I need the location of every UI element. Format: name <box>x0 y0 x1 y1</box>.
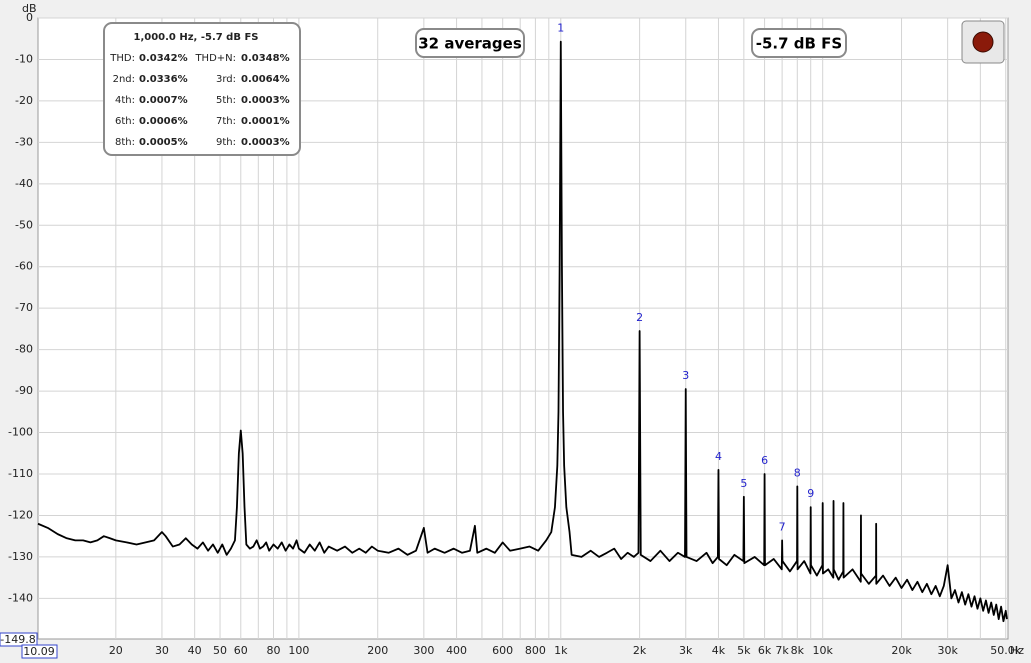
y-tick-label: -110 <box>8 467 33 480</box>
spectrum-line <box>37 40 1008 623</box>
x-tick-label: 30 <box>155 644 169 657</box>
ymin-box <box>0 632 38 647</box>
harmonic-label: 3 <box>682 369 689 382</box>
x-tick-label: 7k <box>775 644 789 657</box>
harmonic-label: 8 <box>794 466 801 479</box>
averages-badge <box>415 28 525 58</box>
stat-label: 5th: <box>216 95 236 106</box>
x-tick-label: 300 <box>413 644 434 657</box>
y-tick-label: -30 <box>15 135 33 148</box>
y-tick-label: -140 <box>8 591 33 604</box>
ymin-label: -149.8 <box>0 633 35 646</box>
stat-value: 0.0001% <box>241 116 290 127</box>
tick-labels: 0 -10 -20 -30 -40 -50 -60 -70 -80 -90 -100 -110 -120… <box>8 11 1022 657</box>
level-badge <box>751 28 847 58</box>
x-tick-label: 6k <box>758 644 772 657</box>
x-tick-label: 600 <box>492 644 513 657</box>
stat-label: 2nd: <box>113 74 135 85</box>
stats: THD: 0.0342% THD+N: 0.0348% 2nd: 0.0336% 3rd: 0… <box>109 53 289 148</box>
y-tick-label: -100 <box>8 426 33 439</box>
stat-value: 0.0348% <box>241 53 290 64</box>
harmonic-label: 2 <box>636 311 643 324</box>
stat-label: 6th: <box>115 116 135 127</box>
y-tick-label: -60 <box>15 260 33 273</box>
stat-value: 0.0003% <box>241 137 290 148</box>
stat-value: 0.0007% <box>139 95 188 106</box>
y-tick-label: -90 <box>15 384 33 397</box>
stat-value: 0.0006% <box>139 116 188 127</box>
harmonic-label: 1 <box>557 22 564 35</box>
harmonic-label: 6 <box>761 454 768 467</box>
stat-label: 9th: <box>216 137 236 148</box>
x-tick-label: 40 <box>188 644 202 657</box>
x-tick-label: 4k <box>712 644 726 657</box>
x-tick-label: 20 <box>109 644 123 657</box>
x-tick-label: 400 <box>446 644 467 657</box>
record-button[interactable] <box>961 20 1005 64</box>
y-tick-label: 0 <box>26 11 33 24</box>
x-tick-label: 3k <box>679 644 693 657</box>
x-tick-label: 60 <box>234 644 248 657</box>
stat-label: THD: <box>109 53 135 64</box>
x-tick-label: 80 <box>267 644 281 657</box>
averages-label: 32 averages <box>418 35 522 53</box>
x-tick-label: 50 <box>213 644 227 657</box>
xmin-box <box>21 644 58 659</box>
x-tick-label: 50.0k <box>990 644 1021 657</box>
stat-value: 0.0064% <box>241 74 290 85</box>
xmin-label: 10.09 <box>23 645 55 658</box>
stats-box <box>103 22 301 156</box>
x-tick-label: 30k <box>937 644 958 657</box>
harmonic-label: 4 <box>715 450 722 463</box>
stat-label: 3rd: <box>216 74 236 85</box>
stat-label: 7th: <box>216 116 236 127</box>
x-tick-label: 20k <box>891 644 912 657</box>
stat-label: 8th: <box>115 137 135 148</box>
y-tick-label: -80 <box>15 343 33 356</box>
x-axis-label: Hz <box>1010 644 1024 657</box>
y-tick-label: -70 <box>15 301 33 314</box>
level-label: -5.7 dB FS <box>756 35 842 53</box>
x-tick-label: 100 <box>288 644 309 657</box>
y-tick-label: -40 <box>15 177 33 190</box>
stats-title: 1,000.0 Hz, -5.7 dB FS <box>134 32 259 43</box>
plot: 1 2 3 4 5 6 7 89 <box>37 22 1008 623</box>
x-tick-label: 10k <box>812 644 833 657</box>
x-tick-label: 5k <box>737 644 751 657</box>
y-tick-label: -130 <box>8 550 33 563</box>
stat-label: THD+N: <box>194 53 236 64</box>
x-tick-label: 2k <box>633 644 647 657</box>
x-tick-label: 8k <box>791 644 805 657</box>
stat-value: 0.0336% <box>139 74 188 85</box>
x-tick-label: 200 <box>367 644 388 657</box>
y-tick-label: -50 <box>15 218 33 231</box>
y-tick-label: -10 <box>15 52 33 65</box>
stat-value: 0.0003% <box>241 95 290 106</box>
y-tick-label: -20 <box>15 94 33 107</box>
harmonic-label: 5 <box>740 477 747 490</box>
harmonic-label: 7 <box>779 520 786 533</box>
x-tick-label: 800 <box>525 644 546 657</box>
harmonic-label: 9 <box>807 487 814 500</box>
stat-value: 0.0342% <box>139 53 188 64</box>
stat-value: 0.0005% <box>139 137 188 148</box>
y-tick-label: -120 <box>8 508 33 521</box>
y-axis-label: dB <box>22 2 37 15</box>
record-icon[interactable] <box>972 31 994 53</box>
x-tick-label: 1k <box>554 644 568 657</box>
stat-label: 4th: <box>115 95 135 106</box>
